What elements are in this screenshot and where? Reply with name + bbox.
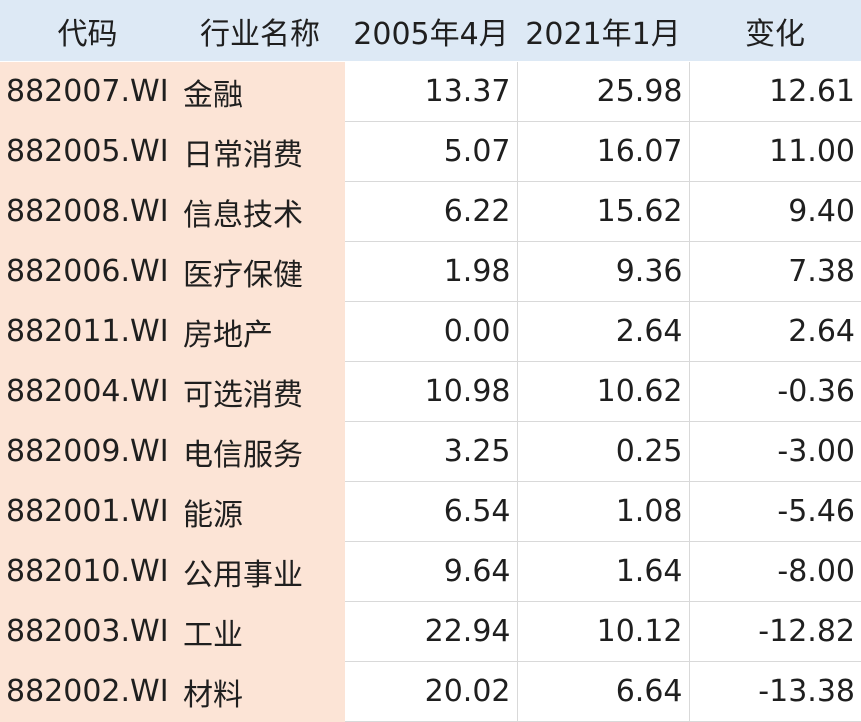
cell-name: 日常消费 — [175, 121, 345, 182]
cell-2021: 25.98 — [517, 61, 690, 122]
header-row: 代码 行业名称 2005年4月 2021年1月 变化 — [0, 0, 861, 62]
cell-code: 882002.WI — [0, 661, 175, 722]
cell-name: 能源 — [175, 481, 345, 542]
cell-2021: 2.64 — [517, 301, 690, 362]
cell-change: 2.64 — [689, 301, 861, 362]
cell-name: 医疗保健 — [175, 241, 345, 302]
header-name: 行业名称 — [175, 0, 345, 62]
cell-name: 房地产 — [175, 301, 345, 362]
cell-code: 882004.WI — [0, 361, 175, 422]
cell-code: 882003.WI — [0, 601, 175, 662]
cell-2005: 5.07 — [345, 121, 518, 182]
cell-2021: 0.25 — [517, 421, 690, 482]
table-row: 882002.WI 材料 20.02 6.64 -13.38 — [0, 661, 861, 722]
cell-change: -0.36 — [689, 361, 861, 422]
cell-code: 882005.WI — [0, 121, 175, 182]
cell-2005: 1.98 — [345, 241, 518, 302]
table-row: 882008.WI 信息技术 6.22 15.62 9.40 — [0, 181, 861, 242]
cell-change: -12.82 — [689, 601, 861, 662]
cell-2021: 10.12 — [517, 601, 690, 662]
header-change: 变化 — [689, 0, 861, 62]
cell-change: -5.46 — [689, 481, 861, 542]
cell-2005: 10.98 — [345, 361, 518, 422]
cell-2021: 1.08 — [517, 481, 690, 542]
cell-2005: 6.54 — [345, 481, 518, 542]
cell-2005: 22.94 — [345, 601, 518, 662]
cell-2021: 1.64 — [517, 541, 690, 602]
cell-code: 882011.WI — [0, 301, 175, 362]
cell-2021: 16.07 — [517, 121, 690, 182]
cell-name: 材料 — [175, 661, 345, 722]
table-row: 882010.WI 公用事业 9.64 1.64 -8.00 — [0, 541, 861, 602]
cell-change: -3.00 — [689, 421, 861, 482]
cell-code: 882008.WI — [0, 181, 175, 242]
header-code: 代码 — [0, 0, 175, 62]
cell-name: 公用事业 — [175, 541, 345, 602]
cell-2021: 15.62 — [517, 181, 690, 242]
cell-name: 电信服务 — [175, 421, 345, 482]
table-row: 882006.WI 医疗保健 1.98 9.36 7.38 — [0, 241, 861, 302]
cell-2021: 6.64 — [517, 661, 690, 722]
table-row: 882009.WI 电信服务 3.25 0.25 -3.00 — [0, 421, 861, 482]
cell-2021: 9.36 — [517, 241, 690, 302]
table-row: 882003.WI 工业 22.94 10.12 -12.82 — [0, 601, 861, 662]
cell-code: 882006.WI — [0, 241, 175, 302]
cell-change: 11.00 — [689, 121, 861, 182]
cell-2005: 0.00 — [345, 301, 518, 362]
table-row: 882011.WI 房地产 0.00 2.64 2.64 — [0, 301, 861, 362]
cell-2005: 13.37 — [345, 61, 518, 122]
header-2005: 2005年4月 — [345, 0, 517, 62]
cell-name: 工业 — [175, 601, 345, 662]
cell-change: -8.00 — [689, 541, 861, 602]
table-row: 882007.WI 金融 13.37 25.98 12.61 — [0, 61, 861, 122]
cell-2005: 6.22 — [345, 181, 518, 242]
cell-code: 882009.WI — [0, 421, 175, 482]
cell-code: 882010.WI — [0, 541, 175, 602]
cell-name: 可选消费 — [175, 361, 345, 422]
cell-code: 882001.WI — [0, 481, 175, 542]
cell-change: 7.38 — [689, 241, 861, 302]
cell-code: 882007.WI — [0, 61, 175, 122]
cell-2005: 20.02 — [345, 661, 518, 722]
cell-2005: 3.25 — [345, 421, 518, 482]
table-row: 882005.WI 日常消费 5.07 16.07 11.00 — [0, 121, 861, 182]
table-row: 882004.WI 可选消费 10.98 10.62 -0.36 — [0, 361, 861, 422]
cell-2005: 9.64 — [345, 541, 518, 602]
cell-change: 9.40 — [689, 181, 861, 242]
header-2021: 2021年1月 — [517, 0, 689, 62]
cell-name: 信息技术 — [175, 181, 345, 242]
cell-change: -13.38 — [689, 661, 861, 722]
cell-change: 12.61 — [689, 61, 861, 122]
cell-2021: 10.62 — [517, 361, 690, 422]
cell-name: 金融 — [175, 61, 345, 122]
table-row: 882001.WI 能源 6.54 1.08 -5.46 — [0, 481, 861, 542]
